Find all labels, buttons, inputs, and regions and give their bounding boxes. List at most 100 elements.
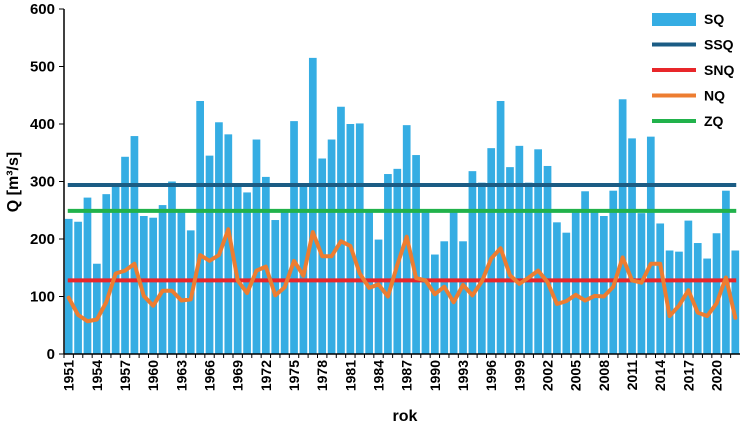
x-tick-label-1987: 1987 — [399, 360, 415, 391]
y-tick-label-300: 300 — [30, 174, 55, 191]
sq-bar-1979 — [327, 139, 336, 354]
legend-swatch-sq — [652, 13, 696, 26]
legend: SQ SSQ SNQ NQ ZQ — [652, 11, 734, 129]
sq-bars — [64, 57, 740, 355]
x-axis-title: rok — [393, 408, 418, 425]
nq-line — [66, 227, 738, 324]
sq-bar-2010 — [618, 99, 627, 354]
sq-bar-1988 — [412, 155, 420, 354]
sq-bar-2021 — [722, 190, 730, 354]
sq-bar-1984 — [374, 239, 383, 354]
sq-bar-1965 — [196, 101, 204, 354]
x-tick-label-2017: 2017 — [680, 360, 696, 391]
sq-bar-1977 — [308, 57, 317, 355]
sq-bar-1967 — [215, 122, 223, 354]
legend-label-nq: NQ — [704, 88, 725, 104]
x-tick-label-1957: 1957 — [117, 360, 133, 391]
sq-bar-1963 — [177, 211, 186, 354]
sq-bar-2015 — [665, 250, 674, 354]
x-tick-label-1990: 1990 — [427, 360, 443, 391]
y-tick-label-600: 600 — [30, 1, 55, 18]
sq-bar-2000 — [524, 182, 533, 354]
sq-bar-1985 — [384, 174, 392, 354]
sq-bar-1994 — [468, 171, 477, 354]
x-tick-label-1954: 1954 — [89, 360, 105, 391]
sq-bar-2019 — [703, 258, 711, 354]
sq-bar-1998 — [506, 167, 514, 355]
sq-bar-2007 — [590, 211, 599, 354]
sq-bar-1995 — [477, 182, 486, 354]
sq-bar-1954 — [93, 263, 101, 354]
sq-bar-2008 — [600, 216, 608, 354]
sq-bar-1975 — [290, 121, 298, 355]
sq-bar-1997 — [496, 101, 505, 354]
x-tick-label-2008: 2008 — [596, 360, 612, 391]
x-tick-label-1981: 1981 — [342, 360, 358, 391]
sq-bar-1957 — [121, 156, 129, 354]
sq-bar-1952 — [74, 221, 82, 354]
sq-bar-1973 — [271, 220, 280, 354]
x-tick-label-2014: 2014 — [652, 360, 668, 391]
y-tick-label-200: 200 — [30, 231, 55, 248]
y-tick-label-400: 400 — [30, 116, 55, 133]
sq-bar-1999 — [515, 145, 524, 354]
sq-bar-2014 — [656, 223, 665, 354]
sq-bar-2003 — [553, 222, 561, 354]
x-tick-label-2020: 2020 — [709, 360, 725, 391]
legend-label-sq: SQ — [704, 11, 724, 27]
sq-bar-2002 — [543, 165, 552, 354]
sq-bar-1959 — [139, 216, 148, 354]
sq-bar-1981 — [346, 124, 355, 354]
x-tick-label-1978: 1978 — [314, 360, 330, 391]
sq-bar-2017 — [684, 220, 693, 354]
x-tick-label-1999: 1999 — [511, 360, 527, 391]
sq-bar-1968 — [224, 134, 233, 354]
sq-bar-1990 — [431, 254, 439, 354]
sq-bar-1970 — [243, 192, 251, 354]
sq-bar-2013 — [646, 136, 655, 354]
x-tick-label-1969: 1969 — [230, 360, 246, 391]
sq-bar-1993 — [459, 241, 467, 354]
x-tick-label-2002: 2002 — [540, 360, 556, 391]
sq-bar-1996 — [487, 148, 496, 354]
sq-bar-1962 — [168, 181, 176, 354]
sq-bar-2011 — [628, 138, 636, 355]
sq-bar-1953 — [83, 197, 92, 354]
sq-bar-1971 — [252, 139, 261, 354]
legend-label-zq: ZQ — [704, 113, 724, 129]
sq-bar-1969 — [233, 184, 242, 355]
sq-bar-2004 — [562, 232, 571, 354]
x-tick-label-1996: 1996 — [483, 360, 499, 391]
sq-bar-1951 — [64, 218, 73, 355]
sq-bar-2001 — [534, 149, 542, 354]
sq-bar-1958 — [130, 136, 139, 354]
sq-bar-2020 — [712, 233, 721, 354]
reference-lines — [66, 182, 738, 324]
legend-label-snq: SNQ — [704, 62, 734, 78]
sq-bar-1983 — [365, 211, 373, 354]
x-tick-label-2011: 2011 — [624, 360, 640, 391]
legend-label-ssq: SSQ — [704, 37, 734, 53]
sq-bar-2022 — [731, 250, 740, 354]
sq-bar-1955 — [102, 194, 111, 354]
sq-bar-1980 — [337, 106, 345, 354]
y-tick-label-500: 500 — [30, 59, 55, 76]
x-tick-label-2005: 2005 — [568, 360, 584, 391]
x-tick-label-1960: 1960 — [145, 360, 161, 391]
sq-bar-1982 — [355, 123, 364, 355]
y-axis-title: Q [m³/s] — [5, 152, 22, 212]
sq-bar-1956 — [111, 183, 120, 354]
x-tick-label-1963: 1963 — [173, 360, 189, 391]
x-tick-label-1972: 1972 — [258, 360, 274, 391]
sq-bar-2009 — [609, 190, 618, 354]
x-tick-label-1984: 1984 — [371, 360, 387, 391]
sq-bar-2006 — [581, 191, 589, 354]
sq-bar-2018 — [693, 243, 702, 354]
y-tick-label-100: 100 — [30, 289, 55, 306]
y-tick-label-0: 0 — [47, 346, 55, 363]
sq-bar-1992 — [449, 210, 458, 354]
x-tick-label-1993: 1993 — [455, 360, 471, 391]
x-tick-label-1975: 1975 — [286, 360, 302, 391]
